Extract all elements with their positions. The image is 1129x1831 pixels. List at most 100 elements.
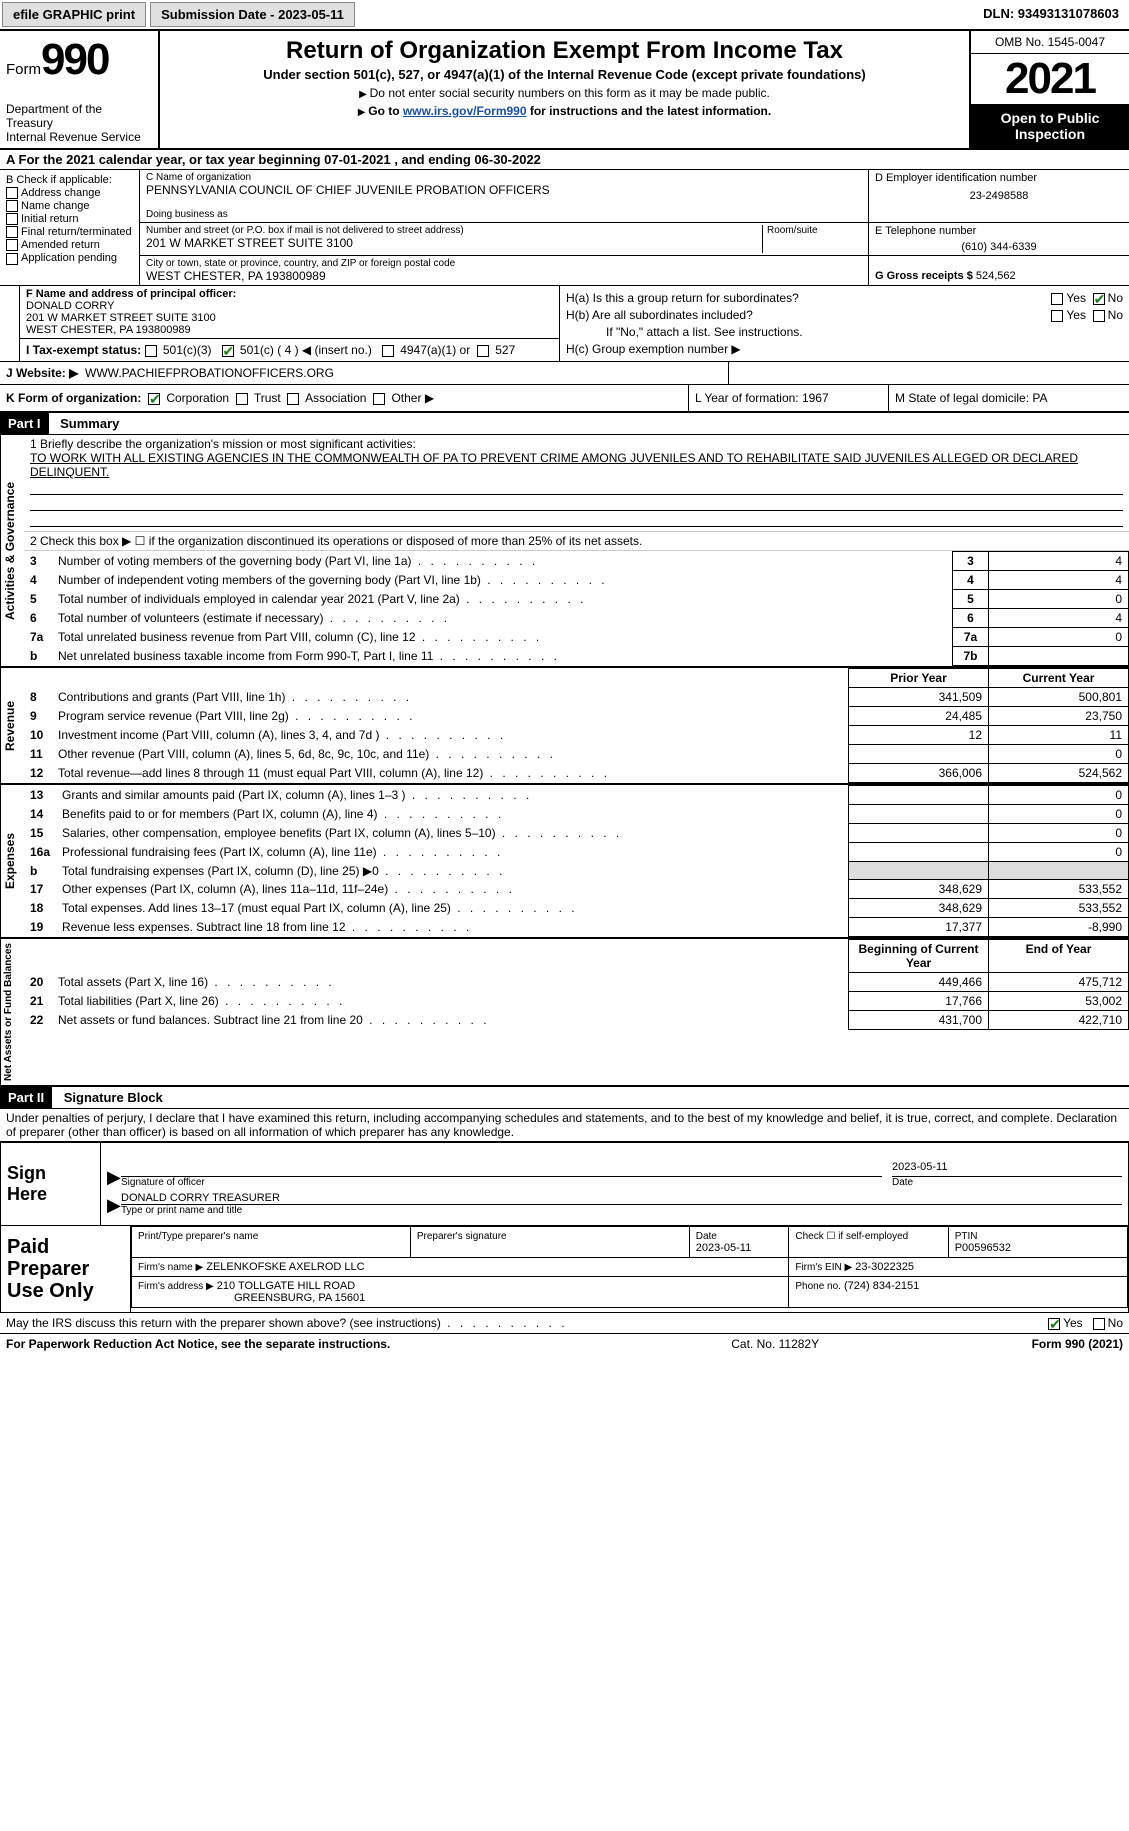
dept-treasury: Department of the Treasury <box>6 102 152 130</box>
paid-preparer-label: PaidPreparerUse Only <box>1 1226 131 1312</box>
f-officer: F Name and address of principal officer:… <box>20 286 559 339</box>
form-header: Form990 Department of the Treasury Inter… <box>0 31 1129 150</box>
perjury-declaration: Under penalties of perjury, I declare th… <box>0 1109 1129 1141</box>
bottom-row: For Paperwork Reduction Act Notice, see … <box>0 1334 1129 1354</box>
table-expenses: 13 Grants and similar amounts paid (Part… <box>24 785 1129 937</box>
l2-text: 2 Check this box ▶ ☐ if the organization… <box>24 532 1129 551</box>
irs-label: Internal Revenue Service <box>6 130 152 144</box>
ein-value: 23-2498588 <box>875 184 1123 202</box>
chk-hb-no[interactable] <box>1093 310 1105 322</box>
efile-print-button[interactable]: efile GRAPHIC print <box>2 2 146 27</box>
firm-addr1: 210 TOLLGATE HILL ROAD <box>217 1280 355 1292</box>
part2-header: Part II Signature Block <box>0 1087 1129 1109</box>
goto-note: Go to www.irs.gov/Form990 for instructio… <box>168 104 961 118</box>
g-gross-label: G Gross receipts $ <box>875 270 973 282</box>
header-block-bcdeg: B Check if applicable: Address change Na… <box>0 170 1129 286</box>
sig-officer-label: Signature of officer <box>121 1177 882 1188</box>
row-a-tax-year: A For the 2021 calendar year, or tax yea… <box>0 150 1129 170</box>
ssn-warning: Do not enter social security numbers on … <box>168 86 961 100</box>
firm-addr2: GREENSBURG, PA 15601 <box>138 1292 365 1304</box>
addr-label: Number and street (or P.O. box if mail i… <box>146 225 762 236</box>
chk-application-pending[interactable] <box>6 253 18 265</box>
chk-ha-no[interactable] <box>1093 293 1105 305</box>
phone-value: (610) 344-6339 <box>875 237 1123 253</box>
omb-number: OMB No. 1545-0047 <box>971 31 1129 54</box>
firm-phone: (724) 834-2151 <box>844 1280 919 1292</box>
room-label: Room/suite <box>767 225 862 236</box>
city-label: City or town, state or province, country… <box>146 258 862 269</box>
block-fih: F Name and address of principal officer:… <box>0 286 1129 362</box>
table-revenue: Prior YearCurrent Year8 Contributions an… <box>24 668 1129 783</box>
sig-name-value: DONALD CORRY TREASURER <box>121 1192 1122 1205</box>
c-name-label: C Name of organization <box>146 172 862 183</box>
p1-netassets: Net Assets or Fund Balances Beginning of… <box>0 939 1129 1087</box>
irs-discuss-row: May the IRS discuss this return with the… <box>0 1313 1129 1334</box>
paid-preparer-block: PaidPreparerUse Only Print/Type preparer… <box>0 1226 1129 1313</box>
h-c: H(c) Group exemption number ▶ <box>566 342 1123 356</box>
part1-header: Part I Summary <box>0 413 1129 435</box>
form-page: Form 990 (2021) <box>1032 1337 1123 1351</box>
chk-corp[interactable] <box>148 393 160 405</box>
sign-here-block: SignHere ▶ Signature of officer 2023-05-… <box>0 1141 1129 1226</box>
sig-date-value: 2023-05-11 <box>892 1161 1122 1177</box>
chk-trust[interactable] <box>236 393 248 405</box>
submission-date-button[interactable]: Submission Date - 2023-05-11 <box>150 2 355 27</box>
chk-501c[interactable] <box>222 345 234 357</box>
chk-discuss-no[interactable] <box>1093 1318 1105 1330</box>
table-netassets: Beginning of Current YearEnd of Year20 T… <box>24 939 1129 1030</box>
d-ein-label: D Employer identification number <box>875 172 1123 184</box>
chk-name-change[interactable] <box>6 200 18 212</box>
cat-no: Cat. No. 11282Y <box>519 1337 1032 1351</box>
chk-501c3[interactable] <box>145 345 157 357</box>
form-subtitle: Under section 501(c), 527, or 4947(a)(1)… <box>168 67 961 82</box>
mission-text: TO WORK WITH ALL EXISTING AGENCIES IN TH… <box>30 451 1078 479</box>
h-a: H(a) Is this a group return for subordin… <box>566 291 1123 305</box>
open-to-public: Open to PublicInspection <box>971 104 1129 148</box>
h-b-note: If "No," attach a list. See instructions… <box>566 325 1123 339</box>
chk-initial-return[interactable] <box>6 213 18 225</box>
m-state-domicile: M State of legal domicile: PA <box>889 385 1129 411</box>
side-netassets: Net Assets or Fund Balances <box>0 939 24 1085</box>
side-revenue: Revenue <box>0 668 24 783</box>
dln-text: DLN: 93493131078603 <box>973 0 1129 29</box>
sig-arrow-icon-2: ▶ <box>107 1195 121 1216</box>
p1-governance: Activities & Governance 1 Briefly descri… <box>0 435 1129 668</box>
dba-label: Doing business as <box>146 209 862 220</box>
website-value: WWW.PACHIEFPROBATIONOFFICERS.ORG <box>85 366 334 380</box>
top-bar: efile GRAPHIC print Submission Date - 20… <box>0 0 1129 31</box>
l1-label: 1 Briefly describe the organization's mi… <box>30 437 416 451</box>
table-governance: 3 Number of voting members of the govern… <box>24 551 1129 666</box>
chk-address-change[interactable] <box>6 187 18 199</box>
row-klm: K Form of organization: Corporation Trus… <box>0 385 1129 413</box>
form-title: Return of Organization Exempt From Incom… <box>168 37 961 65</box>
chk-ha-yes[interactable] <box>1051 293 1063 305</box>
chk-assoc[interactable] <box>287 393 299 405</box>
col-b-checkboxes: B Check if applicable: Address change Na… <box>0 170 140 285</box>
sig-arrow-icon: ▶ <box>107 1167 121 1188</box>
chk-final-return[interactable] <box>6 226 18 238</box>
chk-4947[interactable] <box>382 345 394 357</box>
chk-other[interactable] <box>373 393 385 405</box>
irs-link[interactable]: www.irs.gov/Form990 <box>403 104 527 118</box>
org-city: WEST CHESTER, PA 193800989 <box>146 269 862 283</box>
h-b: H(b) Are all subordinates included? Yes … <box>566 308 1123 322</box>
sig-date-label: Date <box>892 1177 1122 1188</box>
row-j: J Website: ▶ WWW.PACHIEFPROBATIONOFFICER… <box>0 362 1129 385</box>
ptin-value: P00596532 <box>955 1242 1011 1254</box>
chk-discuss-yes[interactable] <box>1048 1318 1060 1330</box>
chk-hb-yes[interactable] <box>1051 310 1063 322</box>
p1-revenue: Revenue Prior YearCurrent Year8 Contribu… <box>0 668 1129 785</box>
e-phone-label: E Telephone number <box>875 225 1123 237</box>
sign-here-label: SignHere <box>1 1143 101 1225</box>
chk-527[interactable] <box>477 345 489 357</box>
gross-receipts: 524,562 <box>976 270 1016 282</box>
p1-expenses: Expenses 13 Grants and similar amounts p… <box>0 785 1129 939</box>
org-address: 201 W MARKET STREET SUITE 3100 <box>146 236 762 250</box>
sig-name-label: Type or print name and title <box>121 1205 1122 1216</box>
i-tax-status: I Tax-exempt status: 501(c)(3) 501(c) ( … <box>20 339 559 361</box>
side-governance: Activities & Governance <box>0 435 24 666</box>
chk-amended-return[interactable] <box>6 239 18 251</box>
side-expenses: Expenses <box>0 785 24 937</box>
l-year-formation: L Year of formation: 1967 <box>689 385 889 411</box>
form-number: Form990 <box>6 35 152 85</box>
